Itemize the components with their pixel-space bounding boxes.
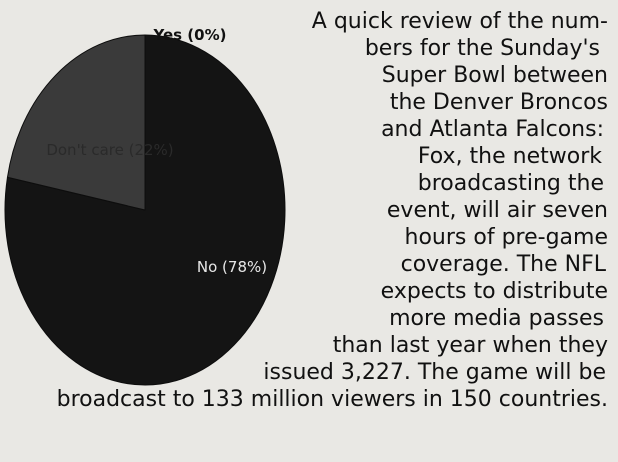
article-line: Super Bowl between [381, 63, 608, 88]
slice-label: Don't care (22%) [46, 141, 173, 159]
article-line: more media passes [389, 306, 604, 331]
article-line: hours of pre-game [404, 225, 608, 250]
pie-slice [6, 34, 146, 211]
article-line: Fox, the network [417, 144, 602, 169]
article-line: event, will air seven [386, 198, 608, 223]
article-line: A quick review of the num- [311, 9, 608, 34]
slice-label: No (78%) [197, 258, 267, 276]
article-line: and Atlanta Falcons: [381, 117, 604, 142]
article-line: issued 3,227. The game will be [263, 360, 606, 385]
article-line: expects to distribute [380, 279, 608, 304]
article-line: than last year when they [332, 333, 608, 358]
article-line: coverage. The NFL [400, 252, 606, 277]
article-line: the Denver Broncos [389, 90, 608, 115]
article-line: broadcast to 133 million viewers in 150 … [56, 387, 608, 412]
article-line: broadcasting the [417, 171, 604, 196]
article-line: bers for the Sunday's [364, 36, 600, 61]
slice-label: Yes (0%) [153, 26, 227, 44]
